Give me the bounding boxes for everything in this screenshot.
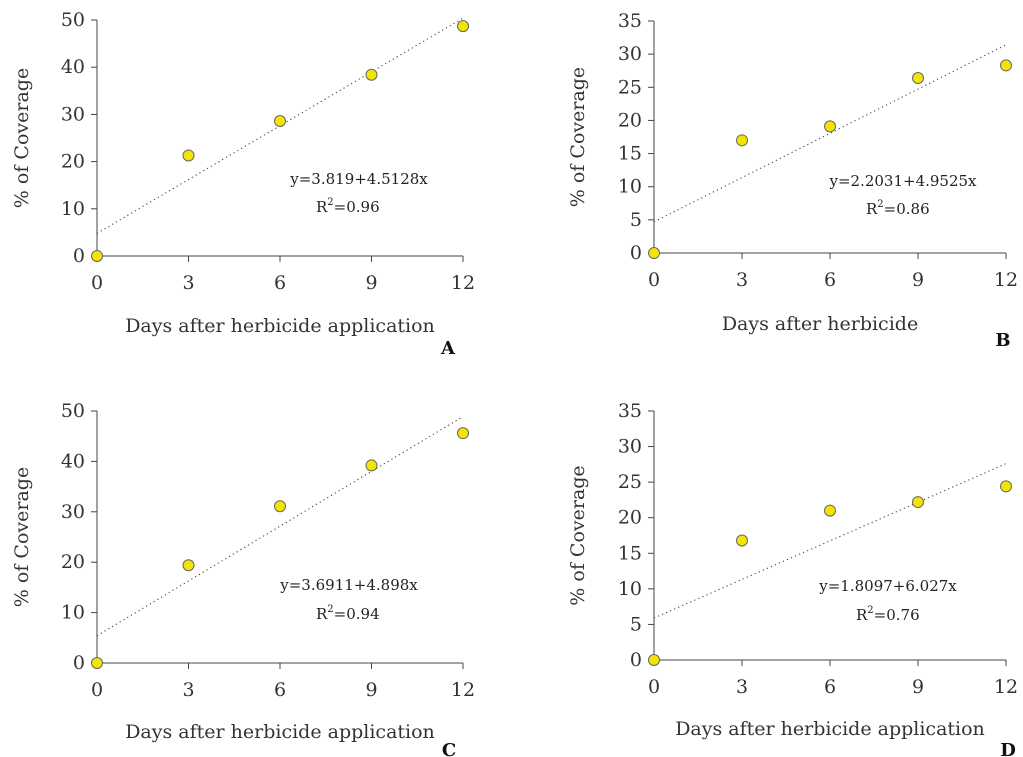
x-axis-label: Days after herbicide application [675,718,985,740]
y-tick-label: 20 [61,551,85,573]
r-squared: R2=0.96 [316,197,380,216]
data-point [1000,480,1012,493]
data-point [912,72,924,85]
x-tick-label: 6 [274,679,286,701]
y-tick-label: 40 [61,450,85,472]
y-tick-label: 15 [618,542,642,564]
y-tick-label: 5 [630,209,642,231]
data-point [736,134,748,147]
y-tick-label: 30 [618,436,642,458]
data-point [824,504,836,517]
regression-equation: y=1.8097+6.027x [818,577,957,595]
data-point [912,496,924,509]
data-point [365,68,378,81]
panel-label: B [995,330,1010,351]
chart-panel-b: 0 5 10 15 20 25 30 35 0 3 6 9 12 y=2.2031+4.9525x R2=0… [567,10,1018,351]
x-tick-label: 0 [91,679,103,701]
y-tick-label: 0 [630,242,642,264]
data-point [182,559,195,572]
data-point [824,120,836,133]
data-point [457,427,469,440]
data-point [274,115,286,128]
x-tick-label: 3 [736,269,748,291]
r-squared: R2=0.76 [856,605,920,624]
y-axis-label: % of Coverage [567,465,589,605]
y-axis-label: % of Coverage [11,68,33,208]
x-tick-label: 9 [365,679,377,701]
data-point [736,534,748,547]
y-axis-label: % of Coverage [11,467,33,607]
x-tick-label: 0 [91,272,103,294]
x-tick-label: 0 [648,676,660,698]
y-tick-label: 30 [61,501,85,523]
x-axis-label: Days after herbicide application [125,315,435,337]
x-tick-label: 12 [994,676,1018,698]
y-tick-label: 0 [630,649,642,671]
x-tick-label: 3 [182,272,194,294]
y-tick-label: 10 [618,176,642,198]
x-tick-label: 12 [994,269,1018,291]
r-squared: R2=0.94 [316,604,380,623]
chart-panel-c: 0 10 20 30 40 50 0 3 6 9 12 y=3.6911+4.898x R2=0.94 D… [11,400,475,757]
y-tick-label: 20 [618,109,642,131]
x-tick-label: 6 [824,269,836,291]
y-tick-label: 50 [61,9,85,31]
regression-equation: y=3.6911+4.898x [279,576,418,594]
trend-line [96,416,464,637]
panel-label: C [442,740,456,757]
data-point [648,247,660,259]
y-tick-label: 35 [618,400,642,422]
x-tick-label: 0 [648,269,660,291]
y-tick-label: 0 [73,652,85,674]
x-tick-label: 9 [912,676,924,698]
x-tick-label: 3 [736,676,748,698]
regression-equation: y=3.819+4.5128x [289,170,428,188]
data-point [365,459,378,472]
data-point [182,149,195,162]
x-tick-label: 9 [365,272,377,294]
data-point [274,500,286,513]
data-point [91,250,103,262]
chart-panel-d: 0 5 10 15 20 25 30 35 0 3 6 9 12 y=1.8097+6.027x R2=0.… [567,400,1018,757]
trend-line [653,44,1007,223]
x-tick-label: 12 [451,272,475,294]
x-tick-label: 3 [182,679,194,701]
y-tick-label: 0 [73,245,85,267]
y-tick-label: 15 [618,143,642,165]
y-tick-label: 10 [61,198,85,220]
y-tick-label: 30 [618,43,642,65]
x-tick-label: 6 [824,676,836,698]
x-axis-label: Days after herbicide [722,313,918,335]
y-tick-label: 40 [61,56,85,78]
panel-label: A [440,338,456,359]
y-tick-label: 20 [618,507,642,529]
regression-equation: y=2.2031+4.9525x [828,172,977,190]
y-tick-label: 10 [61,602,85,624]
x-tick-label: 6 [274,272,286,294]
x-tick-label: 12 [451,679,475,701]
y-tick-label: 25 [618,471,642,493]
y-tick-label: 5 [630,613,642,635]
y-tick-label: 25 [618,76,642,98]
y-axis-label: % of Coverage [567,67,589,207]
y-tick-label: 10 [618,578,642,600]
data-point [1000,59,1012,72]
x-axis-label: Days after herbicide application [125,721,435,743]
data-point [648,654,660,666]
y-tick-label: 30 [61,103,85,125]
data-point [457,20,469,33]
x-tick-label: 9 [912,269,924,291]
r-squared: R2=0.86 [866,199,930,218]
panel-label: D [1000,740,1016,757]
chart-panel-a: 0 10 20 30 40 50 0 3 6 9 12 y=3.819+4.5128x R2=0.96 D… [11,9,475,359]
data-point [91,657,103,669]
y-tick-label: 20 [61,151,85,173]
y-tick-label: 50 [61,400,85,422]
y-tick-label: 35 [618,10,642,32]
